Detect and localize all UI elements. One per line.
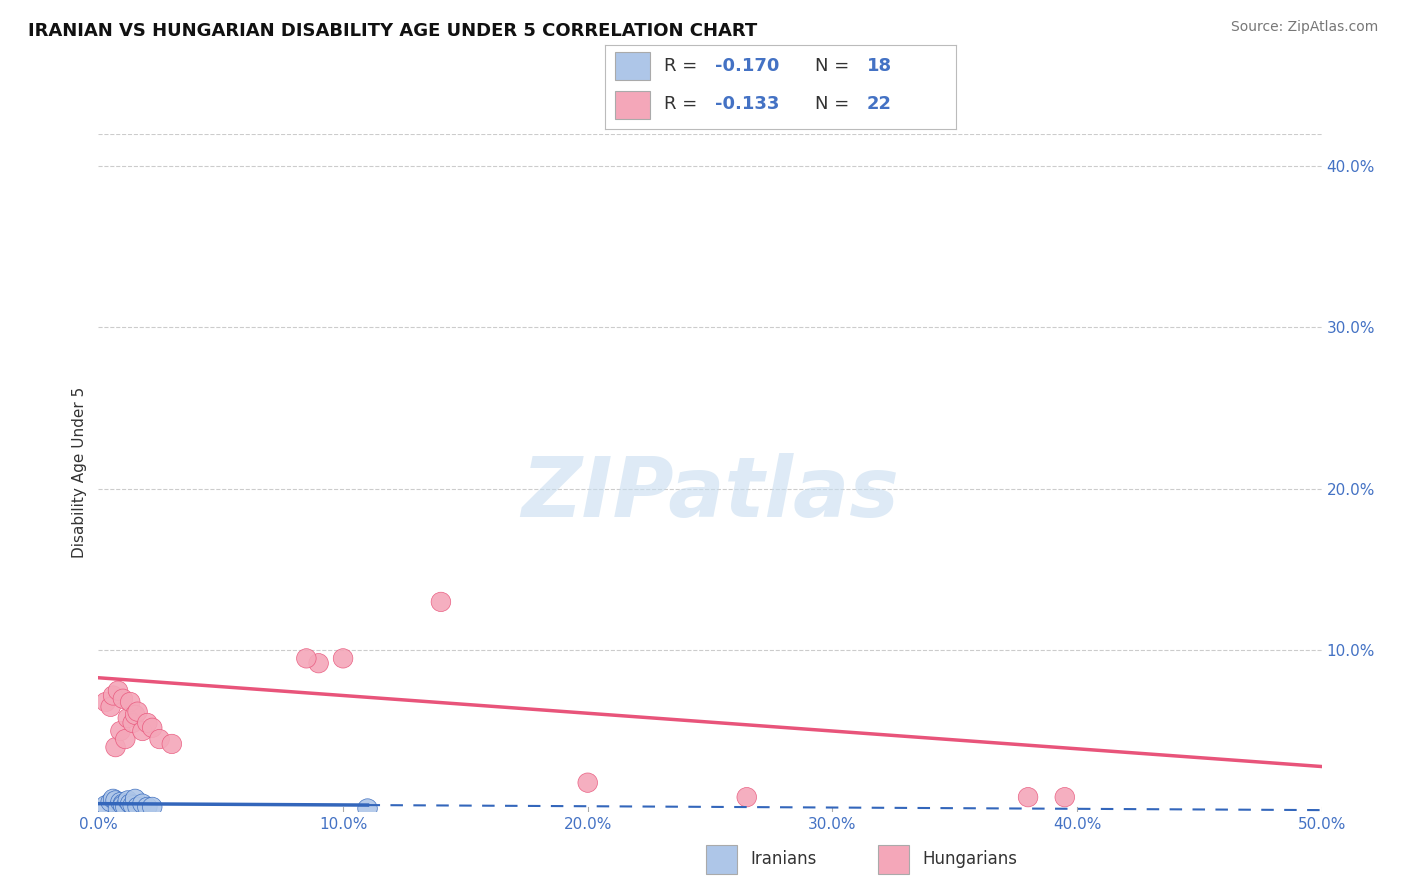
Ellipse shape <box>121 794 141 814</box>
Text: IRANIAN VS HUNGARIAN DISABILITY AGE UNDER 5 CORRELATION CHART: IRANIAN VS HUNGARIAN DISABILITY AGE UNDE… <box>28 22 758 40</box>
Ellipse shape <box>112 794 132 814</box>
Text: 18: 18 <box>866 57 891 75</box>
Text: ZIPatlas: ZIPatlas <box>522 452 898 533</box>
Ellipse shape <box>122 714 142 732</box>
Text: N =: N = <box>815 95 855 113</box>
Ellipse shape <box>115 730 135 748</box>
FancyBboxPatch shape <box>616 91 650 120</box>
Ellipse shape <box>105 790 125 810</box>
Ellipse shape <box>103 686 122 706</box>
Y-axis label: Disability Age Under 5: Disability Age Under 5 <box>72 387 87 558</box>
Text: 22: 22 <box>866 95 891 113</box>
Ellipse shape <box>138 714 157 732</box>
Ellipse shape <box>297 648 316 668</box>
Text: N =: N = <box>815 57 855 75</box>
Ellipse shape <box>125 789 145 808</box>
Ellipse shape <box>138 797 157 816</box>
Ellipse shape <box>132 794 152 814</box>
Ellipse shape <box>112 796 132 815</box>
FancyBboxPatch shape <box>879 845 908 874</box>
Ellipse shape <box>105 738 125 756</box>
Ellipse shape <box>128 702 148 722</box>
Ellipse shape <box>357 799 377 818</box>
FancyBboxPatch shape <box>616 53 650 80</box>
Ellipse shape <box>125 706 145 724</box>
Ellipse shape <box>578 773 598 792</box>
Ellipse shape <box>101 792 121 812</box>
Text: Iranians: Iranians <box>751 849 817 868</box>
Ellipse shape <box>162 734 181 754</box>
Ellipse shape <box>1018 788 1038 807</box>
Ellipse shape <box>1054 788 1074 807</box>
Ellipse shape <box>112 689 132 708</box>
FancyBboxPatch shape <box>706 845 737 874</box>
Text: -0.133: -0.133 <box>716 95 780 113</box>
Ellipse shape <box>150 730 169 748</box>
Ellipse shape <box>101 698 121 716</box>
Ellipse shape <box>128 797 148 816</box>
Ellipse shape <box>96 796 115 815</box>
Text: -0.170: -0.170 <box>716 57 780 75</box>
Text: R =: R = <box>665 95 703 113</box>
Ellipse shape <box>132 722 152 740</box>
Text: Source: ZipAtlas.com: Source: ZipAtlas.com <box>1230 20 1378 34</box>
Ellipse shape <box>333 648 353 668</box>
Ellipse shape <box>103 789 122 808</box>
Ellipse shape <box>115 797 135 816</box>
Text: Hungarians: Hungarians <box>922 849 1018 868</box>
Ellipse shape <box>118 790 138 810</box>
Ellipse shape <box>122 796 142 815</box>
Ellipse shape <box>432 592 451 612</box>
Ellipse shape <box>111 722 131 740</box>
Ellipse shape <box>111 792 131 812</box>
Ellipse shape <box>737 788 756 807</box>
Ellipse shape <box>142 718 162 738</box>
Ellipse shape <box>96 692 115 712</box>
Text: R =: R = <box>665 57 703 75</box>
Ellipse shape <box>309 654 329 673</box>
Ellipse shape <box>108 681 128 700</box>
Ellipse shape <box>142 797 162 816</box>
Ellipse shape <box>108 799 128 818</box>
Ellipse shape <box>118 708 138 728</box>
Ellipse shape <box>121 692 141 712</box>
